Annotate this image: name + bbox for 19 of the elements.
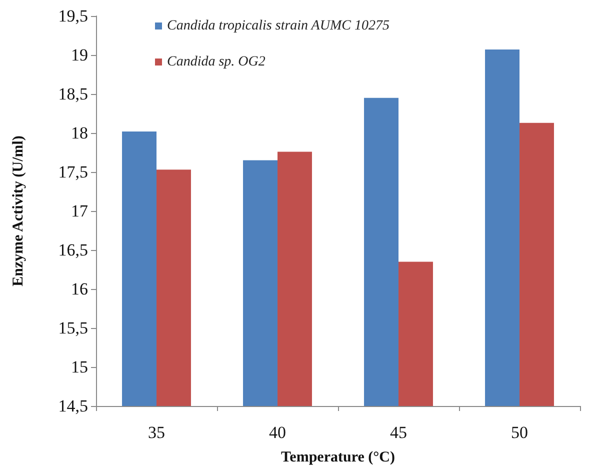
y-axis-title: Enzyme Activity (U/ml)	[10, 136, 26, 286]
y-tick-label: 16,5	[58, 240, 88, 260]
x-tick-label: 35	[148, 423, 165, 442]
y-tick-label: 17,5	[58, 162, 88, 182]
x-tick-label: 40	[269, 423, 286, 442]
y-tick-label: 19	[71, 46, 88, 64]
x-tick-label: 50	[511, 423, 528, 442]
x-tick-label: 45	[390, 423, 407, 442]
y-tick-label: 17	[71, 202, 88, 220]
y-tick-label: 18,5	[58, 84, 88, 104]
y-tick-label: 19,5	[58, 6, 88, 26]
y-tick-label: 15,5	[58, 318, 88, 338]
y-tick-label: 15	[71, 358, 88, 376]
y-tick-label: 16	[71, 280, 88, 298]
y-tick-label: 18	[71, 124, 88, 142]
y-tick-label: 14,5	[58, 396, 88, 416]
x-axis-title: Temperature (°C)	[281, 450, 395, 466]
legend-label: Candida tropicalis strain AUMC 10275	[167, 18, 390, 34]
legend-label: Candida sp. OG2	[167, 54, 266, 70]
